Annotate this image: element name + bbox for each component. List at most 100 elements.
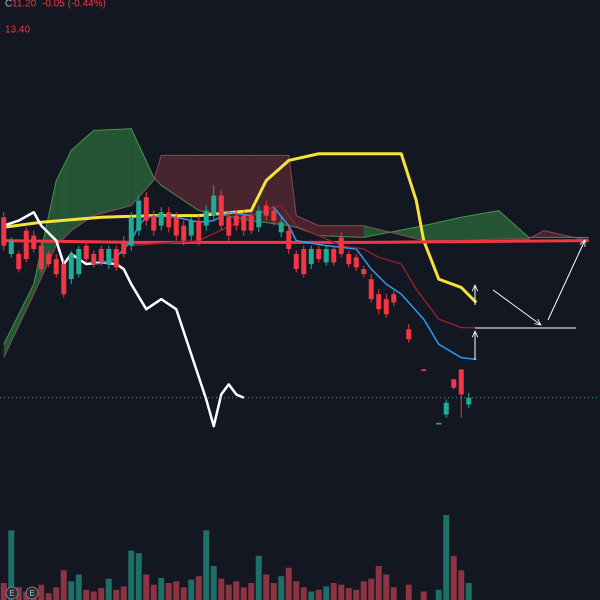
candle-body — [443, 402, 449, 415]
volume-bar — [330, 583, 337, 600]
volume-bar — [173, 581, 180, 600]
candle-body — [376, 294, 382, 310]
event-marker: E — [5, 586, 19, 600]
candles-layer — [1, 185, 472, 425]
volume-bar — [90, 591, 97, 600]
cloud-segment — [251, 155, 289, 226]
volume-bar — [165, 583, 172, 600]
indicator-line — [3, 211, 245, 428]
candle-body — [338, 237, 344, 255]
volume-bar — [105, 578, 112, 600]
candle-body — [196, 220, 202, 241]
volume-bar — [15, 587, 22, 600]
candle-body — [98, 249, 104, 263]
indicator-line — [3, 239, 589, 244]
event-label: E — [9, 589, 14, 598]
candle-body — [278, 222, 284, 233]
cloud-segment — [461, 210, 499, 241]
candle-body — [286, 230, 292, 250]
candle-body — [83, 245, 89, 260]
candle-body — [188, 220, 194, 236]
candle-body — [113, 249, 119, 268]
volume-bar — [8, 530, 15, 600]
volume-bar — [203, 530, 210, 600]
candle-body — [301, 249, 307, 275]
candle-body — [211, 195, 217, 216]
candle-body — [136, 200, 142, 231]
candle-body — [421, 369, 427, 372]
volume-bar — [240, 587, 247, 600]
volume-bar — [368, 578, 375, 600]
cloud-segment — [71, 130, 94, 231]
candle-body — [233, 215, 239, 226]
candle-body — [248, 215, 254, 231]
cloud-segment — [3, 284, 34, 358]
candle-body — [61, 264, 67, 295]
volume-bar — [60, 570, 67, 600]
volume-bar — [218, 578, 225, 600]
volume-bar — [435, 589, 442, 600]
candle-body — [53, 259, 59, 275]
volume-bar — [315, 589, 322, 600]
candle-body — [16, 254, 22, 270]
cloud-layer — [3, 128, 589, 358]
indicator-line — [3, 152, 478, 304]
candle-body — [293, 254, 299, 270]
volume-bar — [390, 587, 397, 600]
candle-body — [383, 299, 389, 315]
candle-body — [241, 215, 247, 231]
candle-body — [173, 217, 179, 236]
cloud-span-a — [3, 128, 589, 345]
overlay-layer: 13.40 — [0, 25, 600, 399]
cloud-segment — [93, 128, 132, 216]
candle-body — [368, 279, 374, 300]
volume-bar — [0, 583, 7, 600]
event-label: E — [29, 589, 34, 598]
candle-body — [31, 235, 37, 250]
candle-body — [91, 254, 97, 265]
cloud-segment — [423, 217, 462, 241]
volume-bar — [255, 555, 262, 600]
event-badge — [25, 586, 39, 600]
volume-bar — [293, 581, 300, 600]
volume-bar — [45, 593, 52, 600]
cloud-segment — [296, 215, 319, 236]
cloud-segment — [161, 155, 199, 211]
close-prefix: C — [5, 0, 12, 10]
volume-bar — [188, 579, 195, 600]
candle-body — [316, 249, 322, 260]
volume-bar — [308, 591, 315, 600]
candle-body — [271, 210, 277, 221]
candle-body — [203, 210, 209, 226]
candle-body — [181, 225, 187, 241]
volume-bar — [150, 584, 157, 600]
volume-bar — [285, 567, 292, 600]
volume-bar — [360, 581, 367, 600]
volume-bar — [98, 588, 105, 600]
change-label: -0.05 (-0.44%) — [42, 0, 106, 10]
candle-body — [1, 217, 7, 246]
volume-bar — [143, 574, 150, 600]
candle-body — [361, 269, 367, 275]
annotation-arrow — [492, 289, 541, 325]
volume-bar — [345, 588, 352, 600]
candle-body — [158, 212, 164, 226]
volume-bar — [383, 574, 390, 600]
volume-bar — [135, 553, 142, 600]
volume-bar — [75, 574, 82, 600]
volume-bar — [420, 591, 427, 600]
candle-body — [451, 379, 457, 388]
candle-body — [23, 230, 29, 260]
volume-bar — [68, 581, 75, 600]
volume-bar — [323, 586, 330, 600]
candle-body — [458, 369, 464, 395]
candle-body — [331, 249, 337, 263]
candle-body — [143, 197, 149, 221]
volume-bar — [465, 583, 472, 600]
candle-body — [323, 249, 329, 263]
volume-bar — [450, 555, 457, 600]
event-badge — [5, 586, 19, 600]
